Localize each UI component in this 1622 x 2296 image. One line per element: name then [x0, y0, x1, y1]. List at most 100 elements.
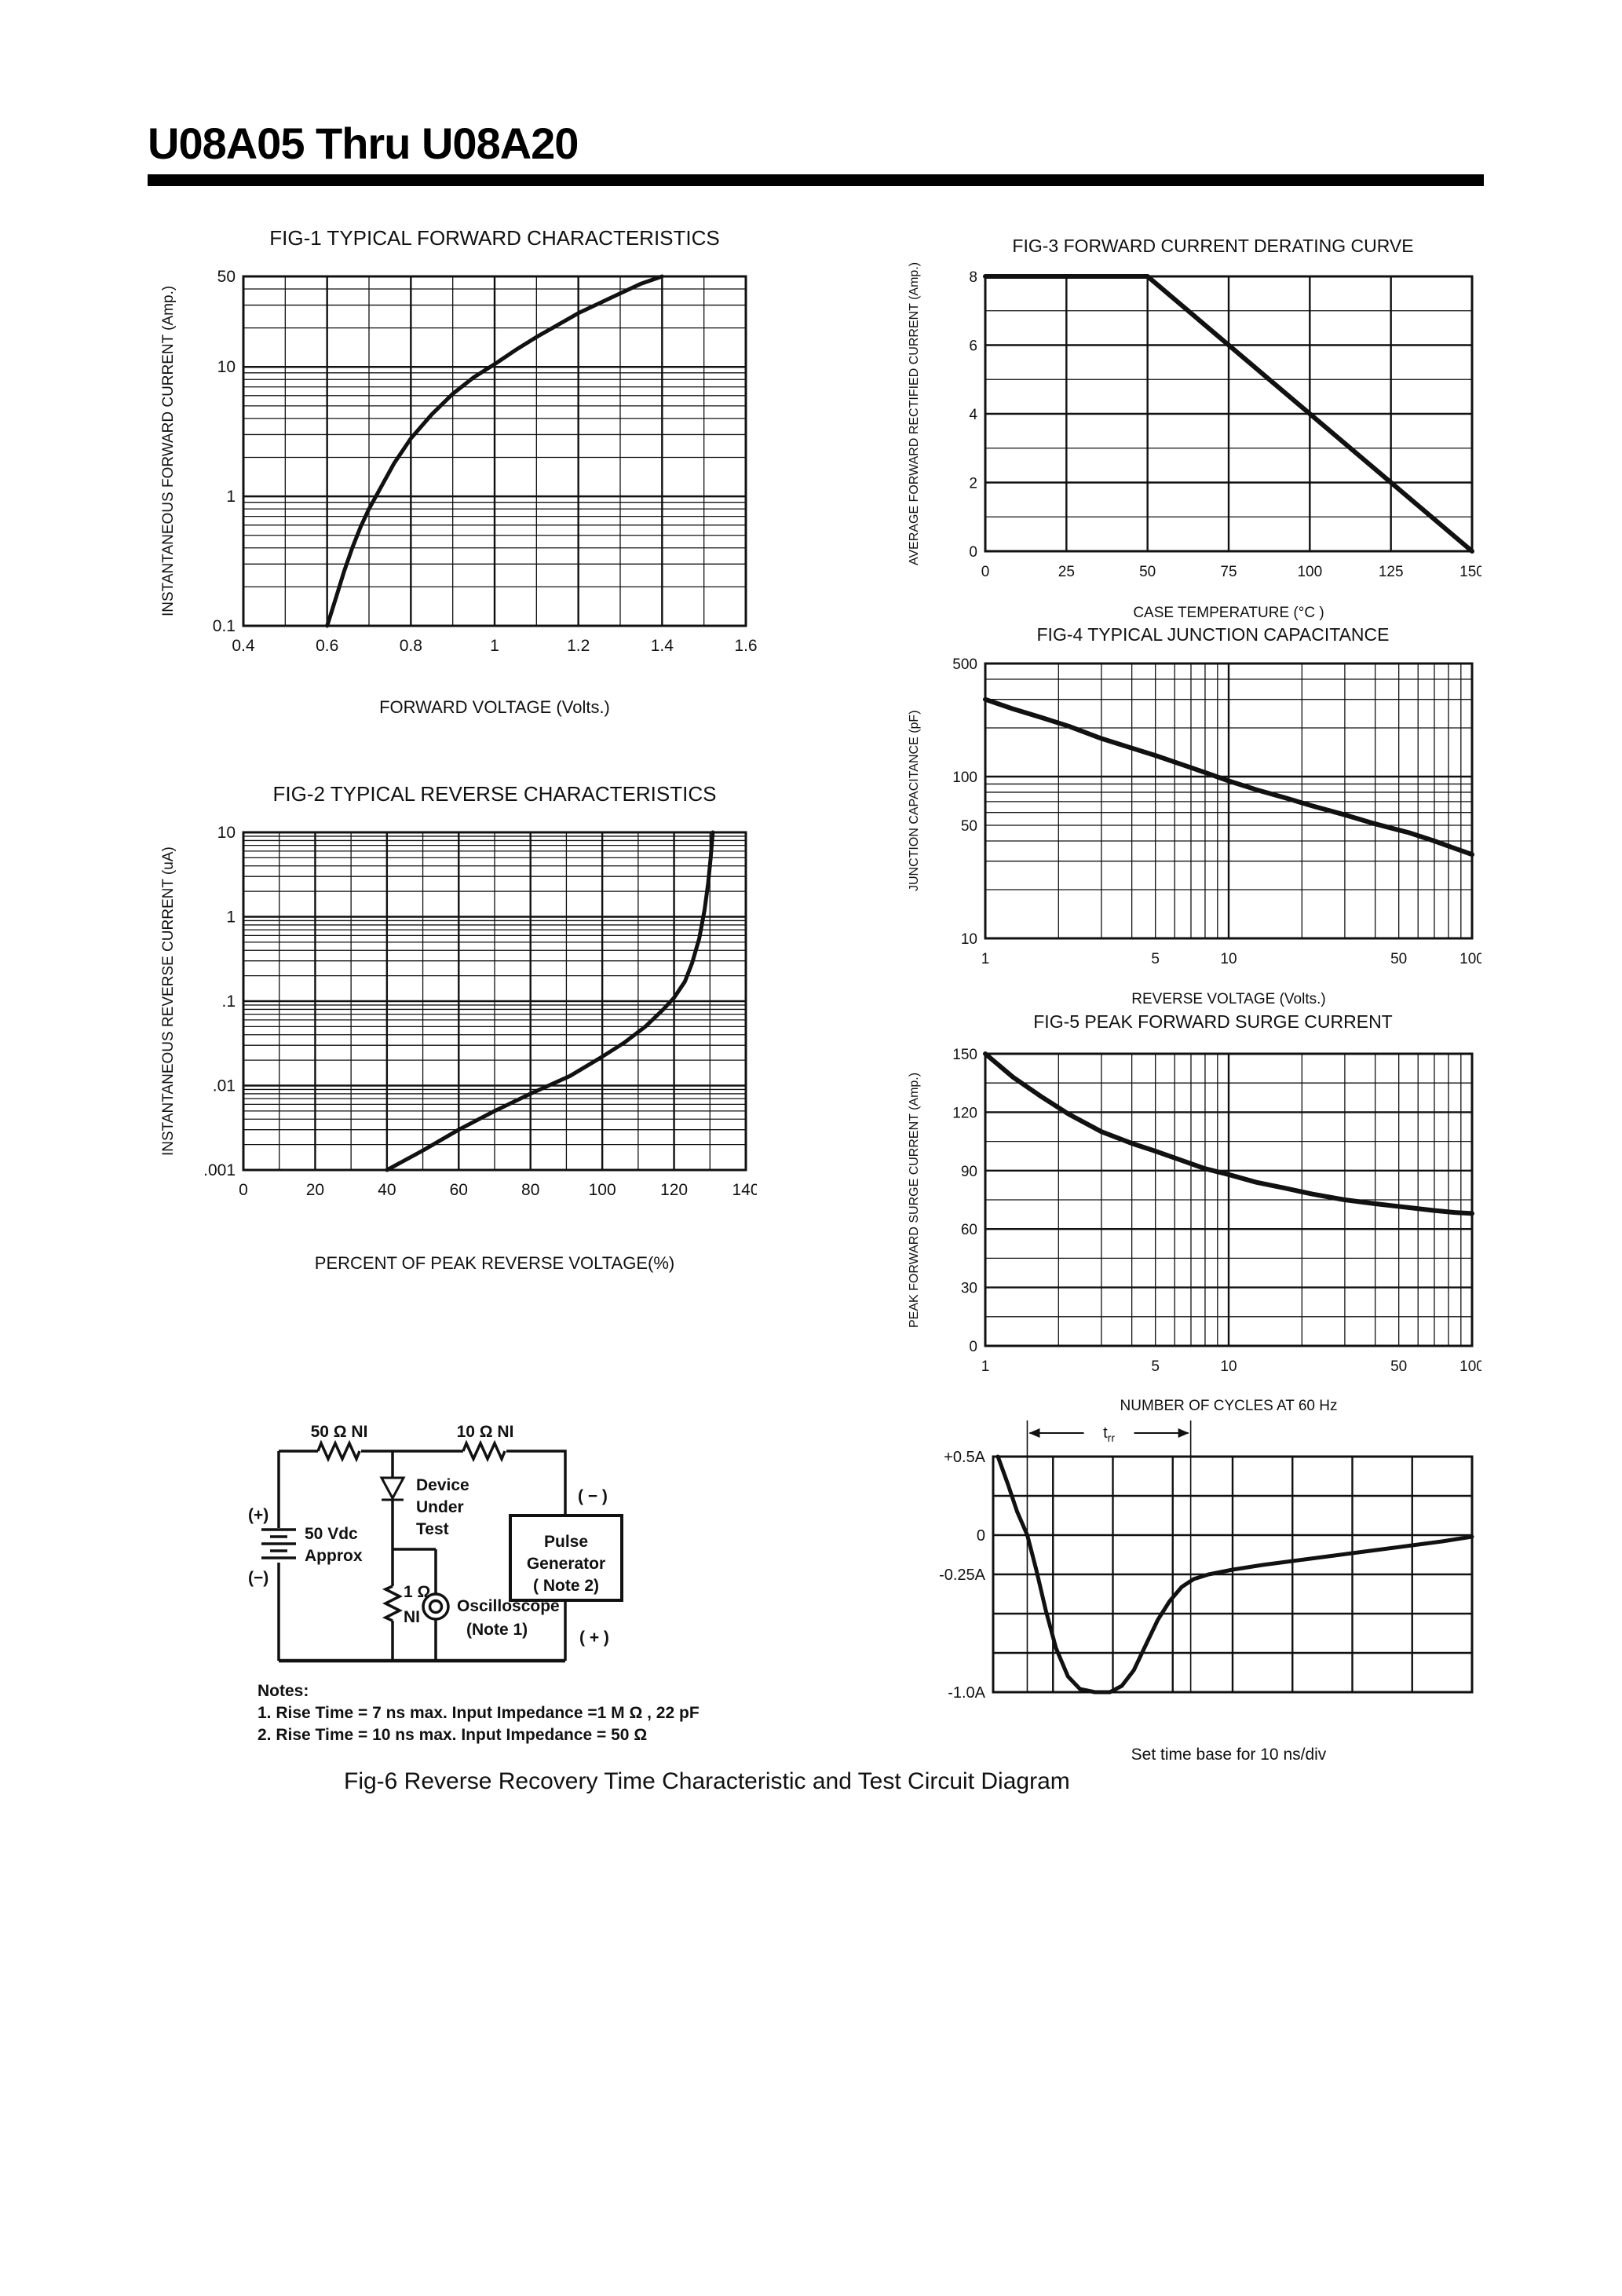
figure-4: FIG-4 TYPICAL JUNCTION CAPACITANCE JUNCT… [895, 624, 1531, 1009]
trr-arrow-right-icon [1178, 1428, 1189, 1438]
figure-5: FIG-5 PEAK FORWARD SURGE CURRENT PEAK FO… [895, 1011, 1531, 1420]
fig2-x-tick: 0 [239, 1181, 248, 1199]
fig2-y-tick: .1 [221, 993, 236, 1011]
fig3-chart: 0 25 50 75 100 125 150 0 2 4 6 8 [922, 267, 1484, 590]
fig4-x-tick: 5 [1151, 951, 1160, 967]
fig3-curve [983, 274, 1474, 554]
trr-annotation-label: trr [1103, 1424, 1115, 1444]
fig5-svg: 1 5 10 50 100 0 30 60 90 120 150 [952, 1047, 1485, 1375]
diode-symbol [379, 1476, 406, 1501]
resistor-1ohm-label: 1 Ω [404, 1583, 430, 1601]
fig6-y-tick: 0 [977, 1527, 985, 1545]
fig3-x-tick: 150 [1459, 564, 1481, 580]
fig1-x-tick: 1 [490, 637, 499, 655]
dut-label-2: Under [416, 1498, 464, 1516]
resistor-10ohm-label: 10 Ω NI [457, 1423, 514, 1441]
fig2-curve [385, 830, 715, 1172]
fig5-x-tick: 50 [1390, 1358, 1407, 1375]
dut-label-1: Device [416, 1476, 469, 1494]
fig4-x-tick: 1 [981, 951, 990, 967]
fig5-y-tick: 120 [952, 1105, 977, 1121]
pulse-generator-label-3: ( Note 2) [533, 1577, 599, 1595]
figure-3: FIG-3 FORWARD CURRENT DERATING CURVE AVE… [895, 236, 1531, 628]
fig2-x-axis-label: PERCENT OF PEAK REVERSE VOLTAGE(%) [314, 1253, 675, 1273]
fig2-x-tick: 80 [521, 1181, 539, 1199]
note-line-2: 2. Rise Time = 10 ns max. Input Impedanc… [258, 1726, 648, 1744]
fig4-y-tick: 10 [961, 931, 977, 948]
fig1-title: FIG-1 TYPICAL FORWARD CHARACTERISTICS [269, 226, 720, 250]
fig4-chart: 1 5 10 50 100 500 100 50 10 [922, 654, 1485, 978]
fig2-y-tick: 10 [217, 824, 236, 842]
circuit-wires [261, 1439, 623, 1663]
fig3-x-tick: 100 [1297, 564, 1322, 580]
battery-plus-label: (+) [248, 1506, 269, 1524]
fig3-y-tick: 8 [969, 269, 977, 286]
fig3-title: FIG-3 FORWARD CURRENT DERATING CURVE [1012, 236, 1414, 256]
fig1-x-axis-label: FORWARD VOLTAGE (Volts.) [379, 697, 610, 717]
pulse-generator-label-2: Generator [527, 1555, 605, 1573]
fig6-caption: Fig-6 Reverse Recovery Time Characterist… [344, 1768, 1070, 1794]
fig1-x-tick: 0.8 [400, 637, 422, 655]
fig2-svg: 0 20 40 60 80 100 120 140 10 1 .1 .01 .001 [203, 824, 759, 1199]
fig5-title: FIG-5 PEAK FORWARD SURGE CURRENT [1033, 1011, 1393, 1032]
fig4-x-axis-label: REVERSE VOLTAGE (Volts.) [1131, 991, 1326, 1007]
fig3-y-tick: 4 [969, 407, 977, 423]
fig3-x-tick: 25 [1058, 564, 1075, 580]
fig5-y-tick: 90 [961, 1164, 977, 1180]
figure-2: FIG-2 TYPICAL REVERSE CHARACTERISTICS IN… [149, 782, 840, 1316]
fig3-y-axis-label: AVERAGE FORWARD RECTIFIED CURRENT (Amp.) [908, 261, 921, 566]
note-line-1: 1. Rise Time = 7 ns max. Input Impedance… [258, 1704, 700, 1722]
battery-voltage-label-2: Approx [305, 1547, 363, 1565]
pulse-generator-minus-label: ( − ) [578, 1487, 608, 1505]
fig4-title: FIG-4 TYPICAL JUNCTION CAPACITANCE [1036, 624, 1390, 645]
fig1-y-tick: 50 [217, 268, 236, 286]
fig6-scope-chart: +0.5A 0 -0.25A -1.0A trr [932, 1416, 1483, 1704]
figure-1: FIG-1 TYPICAL FORWARD CHARACTERISTICS IN… [149, 226, 840, 760]
fig1-x-tick: 0.4 [232, 637, 255, 655]
fig2-title: FIG-2 TYPICAL REVERSE CHARACTERISTICS [272, 782, 717, 806]
page-title: U08A05 Thru U08A20 [148, 119, 579, 168]
figure-6-waveform: +0.5A 0 -0.25A -1.0A trr Set time base for 1… [895, 1416, 1531, 1785]
fig2-x-tick: 140 [732, 1181, 757, 1199]
fig1-x-tick: 1.4 [651, 637, 674, 655]
oscilloscope-icon-inner [428, 1599, 444, 1614]
fig5-x-tick: 5 [1151, 1358, 1160, 1375]
fig5-curve [983, 1051, 1474, 1216]
fig4-x-tick: 10 [1220, 951, 1237, 967]
fig1-x-tick: 0.6 [316, 637, 338, 655]
battery-voltage-label-1: 50 Vdc [305, 1525, 358, 1543]
fig2-y-tick: .01 [213, 1077, 236, 1095]
fig4-y-tick: 50 [961, 818, 977, 835]
fig6-curve [995, 1454, 1474, 1695]
fig3-svg: 0 25 50 75 100 125 150 0 2 4 6 8 [969, 269, 1484, 580]
fig1-y-tick: 0.1 [213, 617, 236, 635]
fig6-y-tick: -1.0A [948, 1684, 985, 1700]
fig5-y-tick: 0 [969, 1339, 977, 1355]
title-rule [148, 174, 1484, 186]
fig3-x-tick: 50 [1139, 564, 1156, 580]
fig2-x-tick: 40 [378, 1181, 396, 1199]
pulse-generator-label-1: Pulse [544, 1533, 588, 1551]
battery-minus-label: (−) [248, 1569, 269, 1587]
fig6-timebase-note: Set time base for 10 ns/div [1131, 1746, 1327, 1764]
fig1-x-tick: 1.6 [734, 637, 757, 655]
fig2-x-tick: 60 [450, 1181, 468, 1199]
fig3-y-tick: 6 [969, 338, 977, 355]
fig1-y-tick: 10 [217, 358, 236, 376]
fig4-x-tick: 50 [1390, 951, 1407, 967]
fig5-y-tick: 60 [961, 1222, 977, 1238]
trr-arrow-left-icon [1028, 1428, 1040, 1438]
oscilloscope-label: Oscilloscope [457, 1597, 560, 1615]
resistor-1ohm [382, 1585, 403, 1622]
fig2-chart: 0 20 40 60 80 100 120 140 10 1 .1 .01 .001 [173, 821, 759, 1213]
fig4-svg: 1 5 10 50 100 500 100 50 10 [952, 656, 1485, 967]
fig5-x-tick: 100 [1459, 1358, 1481, 1375]
fig2-y-tick: .001 [203, 1161, 236, 1179]
resistor-1ohm-ni-label: NI [404, 1608, 420, 1626]
resistor-10ohm [462, 1439, 506, 1463]
test-circuit-diagram: 50 Ω NI 10 Ω NI (+) (−) 50 Vdc Approx De… [248, 1423, 623, 1663]
fig4-y-axis-label: JUNCTION CAPACITANCE (pF) [908, 710, 921, 892]
battery-symbol [261, 1528, 296, 1559]
fig2-y-tick: 1 [226, 909, 236, 927]
